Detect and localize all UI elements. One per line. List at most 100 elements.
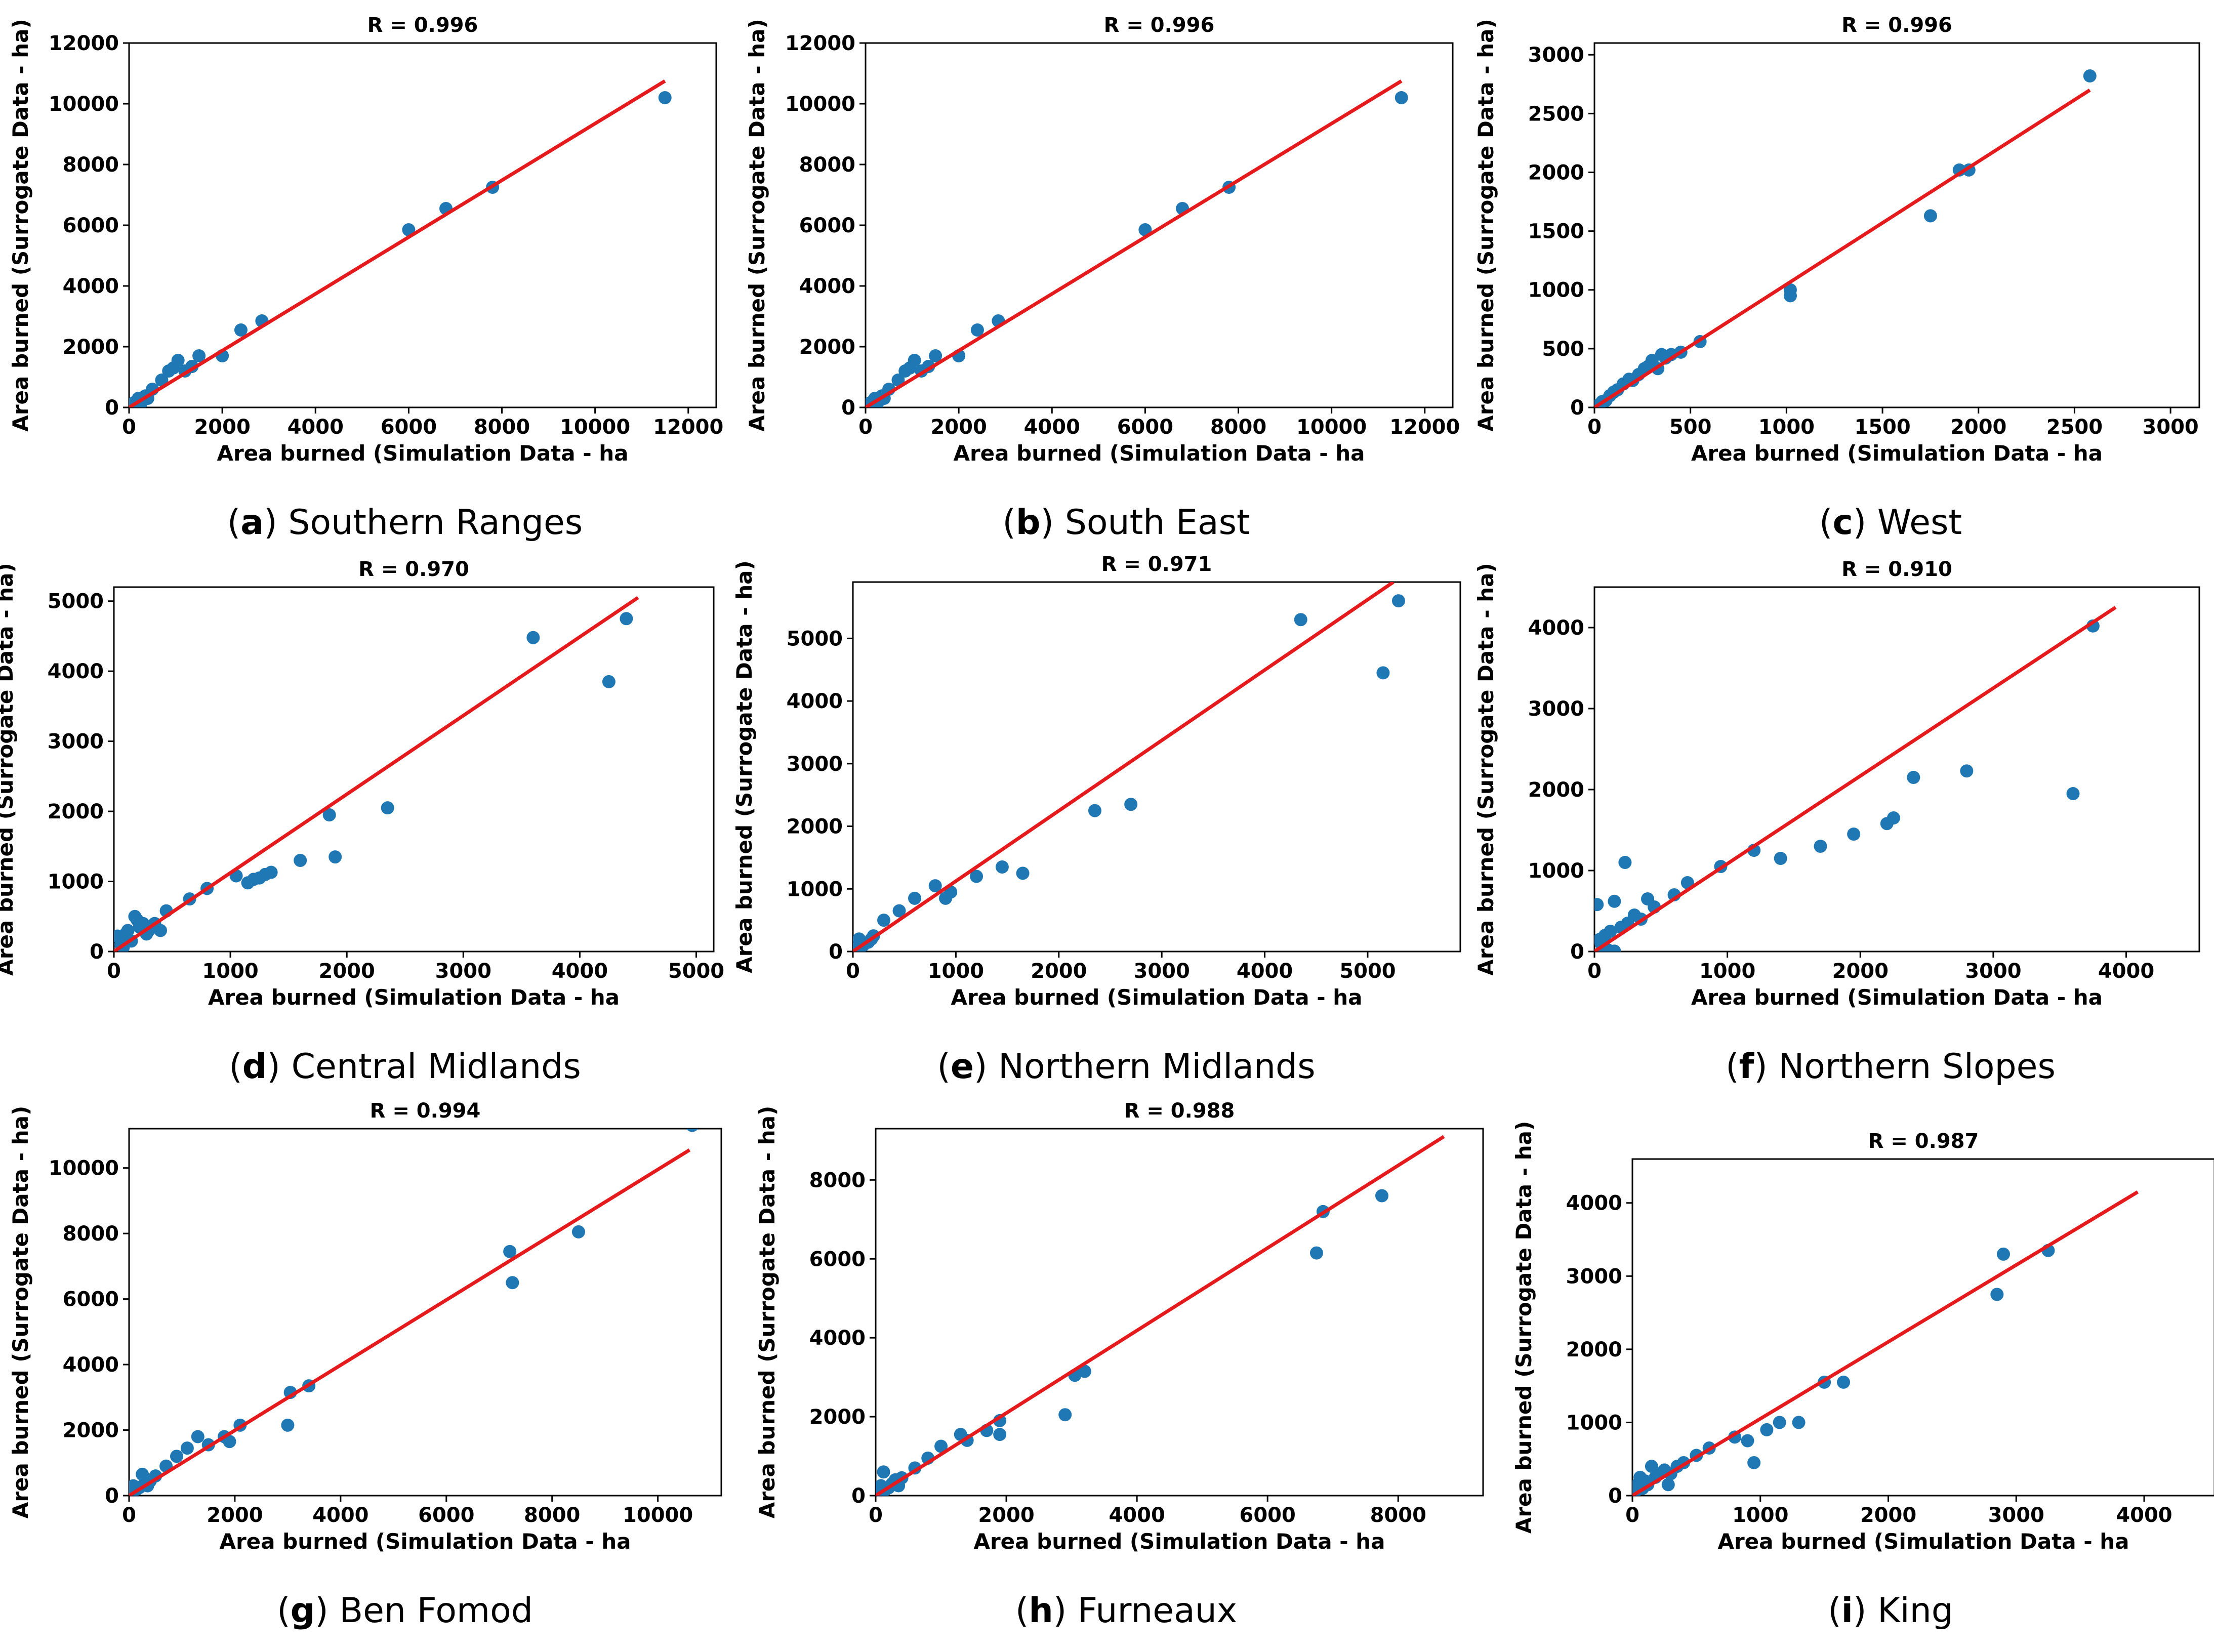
subcaption: (c) West bbox=[1819, 503, 1962, 543]
x-tick-label: 8000 bbox=[1210, 416, 1266, 439]
x-tick-label: 1500 bbox=[1854, 416, 1910, 439]
y-tick-label: 2000 bbox=[809, 1406, 866, 1429]
data-point bbox=[892, 904, 906, 918]
data-point bbox=[891, 374, 905, 387]
x-tick-label: 3000 bbox=[1988, 1504, 2044, 1527]
subcaption: (f) Northern Slopes bbox=[1726, 1047, 2056, 1087]
data-point bbox=[1375, 1189, 1388, 1203]
data-point bbox=[155, 374, 169, 387]
plot-title: R = 0.987 bbox=[1868, 1130, 1979, 1153]
fit-line bbox=[876, 1135, 1445, 1496]
plot-marks bbox=[1594, 69, 2097, 407]
data-point bbox=[223, 1435, 236, 1449]
fit-line bbox=[1632, 1190, 2139, 1496]
x-tick-label: 0 bbox=[122, 1504, 136, 1527]
data-point bbox=[1996, 1247, 2010, 1261]
x-tick-label: 3000 bbox=[2142, 416, 2198, 439]
plot-marks bbox=[1632, 1190, 2139, 1496]
y-tick-label: 5000 bbox=[48, 590, 104, 613]
x-tick-label: 0 bbox=[107, 960, 121, 983]
data-point bbox=[908, 891, 922, 905]
x-tick-label: 10000 bbox=[1296, 416, 1367, 439]
x-tick-label: 6000 bbox=[1240, 1504, 1296, 1527]
y-tick-label: 0 bbox=[1570, 940, 1584, 964]
y-tick-label: 8000 bbox=[63, 1222, 119, 1246]
data-point bbox=[121, 924, 135, 937]
data-point bbox=[381, 801, 394, 815]
y-tick-label: 6000 bbox=[809, 1248, 866, 1271]
y-tick-label: 4000 bbox=[1528, 616, 1584, 640]
data-point bbox=[993, 1428, 1007, 1441]
subcaption: (i) King bbox=[1828, 1591, 1953, 1631]
data-point bbox=[1923, 209, 1937, 223]
data-point bbox=[620, 612, 633, 626]
data-point bbox=[686, 1129, 698, 1132]
x-tick-label: 10000 bbox=[623, 1504, 693, 1527]
data-point bbox=[1907, 771, 1920, 784]
x-tick-label: 2500 bbox=[2046, 416, 2103, 439]
x-tick-label: 12000 bbox=[1389, 416, 1460, 439]
plot-marks bbox=[876, 1135, 1445, 1496]
data-point bbox=[1814, 840, 1827, 853]
data-point bbox=[1608, 894, 1621, 908]
x-axis-label: Area burned (Simulation Data - ha bbox=[953, 441, 1365, 466]
fit-line bbox=[853, 582, 1395, 952]
data-point bbox=[908, 354, 921, 367]
y-tick-label: 3000 bbox=[48, 730, 104, 754]
x-tick-label: 8000 bbox=[1370, 1504, 1426, 1527]
plot-marks bbox=[129, 79, 672, 407]
x-tick-label: 1000 bbox=[1758, 416, 1815, 439]
subcaption-label: Ben Fomod bbox=[339, 1591, 533, 1631]
y-tick-label: 12000 bbox=[785, 32, 855, 55]
data-point bbox=[1792, 1416, 1806, 1429]
x-tick-label: 4000 bbox=[288, 416, 344, 439]
subcaption-letter: g bbox=[291, 1591, 315, 1631]
y-tick-label: 1000 bbox=[48, 871, 104, 894]
y-tick-label: 2000 bbox=[1528, 778, 1584, 802]
data-point bbox=[234, 323, 248, 337]
x-axis-label: Area burned (Simulation Data - ha bbox=[973, 1529, 1385, 1554]
x-tick-label: 8000 bbox=[524, 1504, 580, 1527]
subcaption-label: West bbox=[1877, 503, 1962, 543]
subcaption: (h) Furneaux bbox=[1015, 1591, 1237, 1631]
data-point bbox=[571, 1225, 585, 1238]
data-point bbox=[934, 1439, 948, 1453]
subcaption-label: Southern Ranges bbox=[288, 503, 583, 543]
subcaption-label: Central Midlands bbox=[292, 1047, 581, 1087]
subcaption: (b) South East bbox=[1002, 503, 1250, 543]
y-tick-label: 2000 bbox=[787, 815, 843, 839]
y-tick-label: 6000 bbox=[799, 214, 855, 237]
x-tick-label: 1000 bbox=[202, 960, 258, 983]
y-tick-label: 10000 bbox=[49, 93, 119, 116]
subcaption-label: Furneaux bbox=[1078, 1591, 1237, 1631]
x-tick-label: 2000 bbox=[207, 1504, 263, 1527]
x-tick-label: 2000 bbox=[930, 416, 987, 439]
y-tick-label: 12000 bbox=[49, 32, 119, 55]
x-tick-label: 1000 bbox=[1732, 1504, 1788, 1527]
fit-line bbox=[114, 596, 639, 952]
data-point bbox=[281, 1418, 295, 1432]
fit-line bbox=[129, 79, 666, 407]
x-tick-label: 0 bbox=[858, 416, 873, 439]
y-tick-label: 4000 bbox=[799, 275, 855, 298]
y-tick-label: 0 bbox=[90, 940, 104, 964]
x-tick-label: 3000 bbox=[1134, 960, 1190, 983]
x-tick-label: 4000 bbox=[2098, 960, 2154, 983]
x-tick-label: 2000 bbox=[1832, 960, 1889, 983]
subcaption-letter: i bbox=[1841, 1591, 1853, 1631]
x-tick-label: 4000 bbox=[2116, 1504, 2172, 1527]
x-tick-label: 4000 bbox=[1024, 416, 1080, 439]
subcaption: (d) Central Midlands bbox=[229, 1047, 581, 1087]
subcaption-label: Northern Slopes bbox=[1778, 1047, 2056, 1087]
x-axis-label: Area burned (Simulation Data - ha bbox=[1691, 441, 2103, 466]
y-tick-label: 500 bbox=[1542, 338, 1585, 361]
axes-frame bbox=[1593, 586, 2200, 953]
data-point bbox=[1376, 666, 1390, 680]
plot-title: R = 0.970 bbox=[358, 558, 469, 581]
data-point bbox=[1783, 289, 1797, 303]
y-tick-label: 10000 bbox=[785, 93, 855, 116]
data-point bbox=[928, 879, 942, 893]
x-tick-label: 2000 bbox=[978, 1504, 1034, 1527]
y-axis-label: Area burned (Surrogate Data - ha) bbox=[0, 563, 18, 975]
